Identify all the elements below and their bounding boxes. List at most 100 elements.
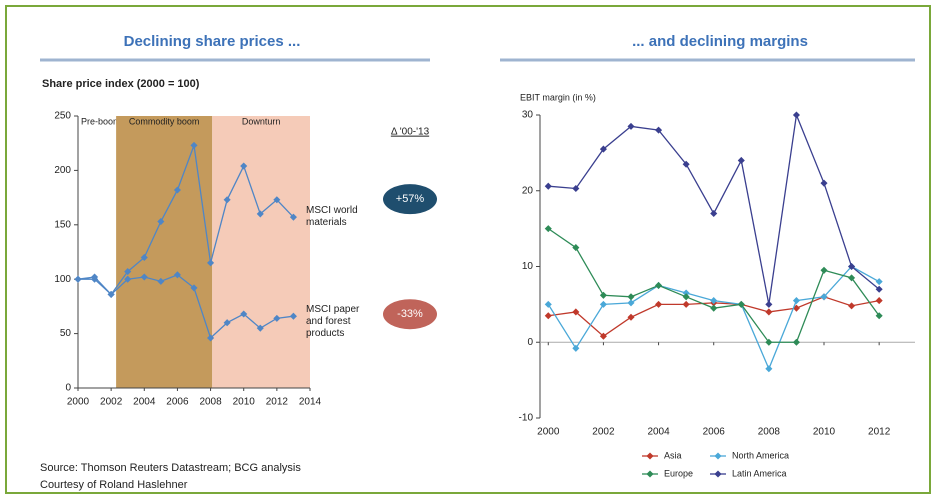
data-point xyxy=(544,182,552,190)
data-point xyxy=(792,338,800,346)
y-tick-label: 250 xyxy=(54,111,71,122)
legend-marker xyxy=(646,470,654,478)
series-label: MSCI world materials xyxy=(306,205,358,229)
data-point xyxy=(256,324,264,332)
period-band xyxy=(212,116,310,388)
x-tick-label: 2008 xyxy=(758,427,781,438)
x-tick-label: 2012 xyxy=(868,427,891,438)
data-point xyxy=(572,344,580,352)
data-point xyxy=(599,145,607,153)
data-point xyxy=(223,196,231,204)
data-point xyxy=(710,209,718,218)
y-tick-label: 50 xyxy=(60,328,72,339)
data-point xyxy=(572,308,580,316)
data-point xyxy=(124,275,132,283)
x-tick-label: 2010 xyxy=(233,397,256,408)
data-point xyxy=(820,293,828,301)
y-axis-label: EBIT margin (in %) xyxy=(520,92,596,102)
period-label: Commodity boom xyxy=(129,116,200,126)
x-tick-label: 2010 xyxy=(813,427,836,438)
data-point xyxy=(240,162,248,170)
courtesy: Courtesy of Roland Haslehner xyxy=(40,479,188,491)
data-point xyxy=(256,210,264,218)
series-line xyxy=(547,228,880,343)
data-point xyxy=(190,141,198,149)
data-point xyxy=(682,160,690,168)
data-point xyxy=(875,278,883,286)
x-tick-label: 2000 xyxy=(537,427,560,438)
right-title: ... and declining margins xyxy=(632,33,808,50)
legend-label: Europe xyxy=(664,468,693,478)
data-point xyxy=(173,271,181,279)
data-point xyxy=(289,213,297,221)
data-point xyxy=(848,302,856,310)
data-point xyxy=(140,273,148,281)
data-point xyxy=(140,253,148,261)
data-point xyxy=(792,297,800,305)
series-label: MSCI paper and forest products xyxy=(306,304,360,340)
data-point xyxy=(273,196,281,204)
y-tick-label: 150 xyxy=(54,219,71,230)
data-point xyxy=(157,277,165,285)
data-point xyxy=(710,304,718,312)
data-point xyxy=(207,334,215,342)
data-point xyxy=(737,300,745,308)
y-tick-label: 0 xyxy=(65,383,71,394)
series-line xyxy=(78,145,294,296)
data-point xyxy=(765,365,773,373)
y-tick-label: 10 xyxy=(522,261,534,272)
data-point xyxy=(599,300,607,308)
data-point xyxy=(173,186,181,194)
x-tick-label: 2006 xyxy=(166,397,189,408)
x-tick-label: 2002 xyxy=(100,397,123,408)
data-point xyxy=(572,244,580,252)
x-tick-label: 2004 xyxy=(647,427,670,438)
data-point xyxy=(848,262,856,271)
data-point xyxy=(627,293,635,301)
data-point xyxy=(223,319,231,327)
data-point xyxy=(544,225,552,233)
x-tick-label: 2012 xyxy=(266,397,289,408)
y-tick-label: 20 xyxy=(522,185,534,196)
data-point xyxy=(875,297,883,305)
y-axis-label: Share price index (2000 = 100) xyxy=(42,78,200,90)
y-tick-label: 0 xyxy=(527,337,533,348)
change-label: +57% xyxy=(396,193,425,205)
data-point xyxy=(289,312,297,320)
series-line xyxy=(548,112,880,305)
data-point xyxy=(599,332,607,340)
data-point xyxy=(599,291,607,299)
legend-label: North America xyxy=(732,450,789,460)
data-point xyxy=(875,285,883,293)
legend-marker xyxy=(714,470,722,478)
change-badge xyxy=(383,184,437,215)
change-label: -33% xyxy=(397,308,423,320)
data-point xyxy=(655,126,663,134)
x-tick-label: 2000 xyxy=(67,397,90,408)
series-line xyxy=(547,265,880,371)
data-point xyxy=(124,268,132,276)
legend-label: Asia xyxy=(664,450,682,460)
legend-marker xyxy=(714,452,722,460)
legend-label: Latin America xyxy=(732,468,787,478)
data-point xyxy=(107,290,115,298)
data-point xyxy=(737,156,745,164)
data-point xyxy=(627,313,635,321)
data-point xyxy=(765,338,773,346)
x-tick-label: 2002 xyxy=(592,427,615,438)
y-tick-label: 200 xyxy=(54,165,71,176)
data-point xyxy=(157,218,165,226)
data-point xyxy=(765,308,773,316)
data-point xyxy=(682,293,690,301)
data-point xyxy=(240,310,248,318)
change-title: Δ '00-'13 xyxy=(391,127,430,138)
y-tick-label: 100 xyxy=(54,274,71,285)
legend-marker xyxy=(646,452,654,460)
data-point xyxy=(655,281,663,289)
x-tick-label: 2014 xyxy=(299,397,322,408)
data-point xyxy=(91,273,99,281)
data-point xyxy=(273,314,281,322)
period-label: Pre-boom xyxy=(81,116,121,126)
x-tick-label: 2006 xyxy=(703,427,726,438)
